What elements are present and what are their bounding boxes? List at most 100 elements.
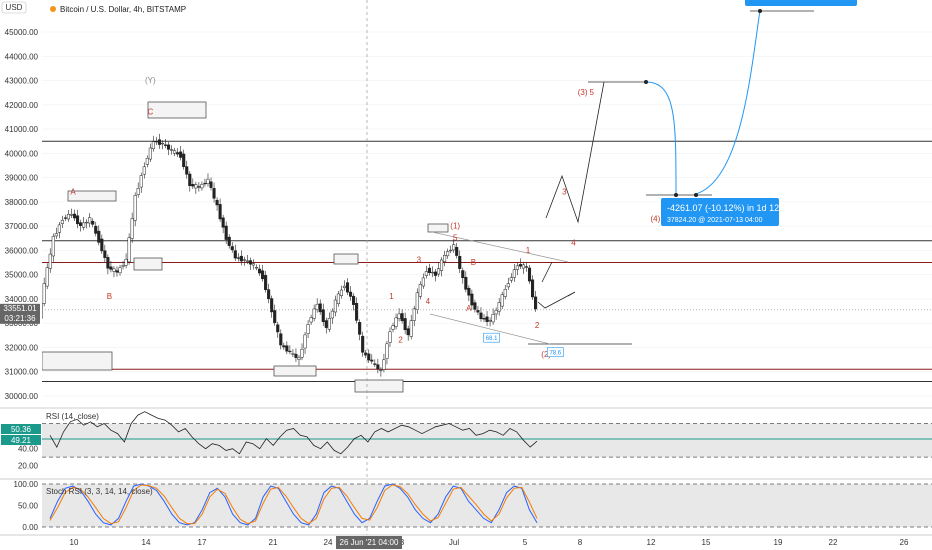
candle-body [534, 296, 538, 310]
candle-body [433, 271, 438, 276]
candle-body [154, 140, 158, 143]
candle-body [133, 195, 137, 221]
rsi-value-2: 49.21 [11, 436, 32, 445]
price-tick-label: 42000.00 [5, 101, 39, 110]
time-axis[interactable]: 10 14 17 21 24 3 Jul 5 8 12 15 19 22 26 26 Jun '21 04… [0, 534, 932, 549]
candle-body [482, 318, 486, 320]
candle-body [315, 303, 319, 310]
candle-body [185, 166, 189, 175]
stoch-d-line [49, 484, 538, 525]
date-tick-label: Jul [449, 538, 459, 547]
projection-point [644, 80, 648, 84]
candle-body [60, 219, 64, 224]
candle-body [163, 144, 168, 146]
chart-title: Bitcoin / U.S. Dollar, 4h, BITSTAMP [60, 5, 186, 14]
candle-body [339, 289, 343, 296]
candle-body [209, 181, 213, 188]
candle-body [167, 144, 171, 150]
candle-body [215, 199, 219, 206]
candle-body [506, 283, 510, 288]
candle-body [518, 264, 522, 267]
currency-badge-bg[interactable] [1, 1, 27, 14]
candle-body [297, 357, 301, 360]
candle-body [443, 255, 447, 262]
candle-body [197, 186, 201, 188]
candle-body [282, 345, 286, 348]
candle-body [276, 324, 280, 333]
date-tick-label: 26 [900, 538, 909, 547]
candle-body [349, 291, 353, 297]
projection-box-bg [661, 198, 779, 226]
candle-body [200, 184, 204, 189]
candle-body [227, 236, 231, 246]
rsi-tick-labels: 40.00 20.00 [18, 445, 39, 471]
date-tick-label: 21 [269, 538, 278, 547]
candle-body [461, 270, 465, 279]
candle-body [76, 215, 80, 225]
date-tick-label: 8 [578, 538, 583, 547]
stoch-tick-label: 0.00 [22, 523, 38, 532]
candle-body [294, 353, 298, 358]
candle-body [145, 158, 149, 165]
price-axis-background [0, 0, 42, 408]
zone-box [41, 351, 113, 371]
candle-body [176, 152, 180, 155]
channel-line [431, 231, 569, 263]
last-price-value: 33551.01 [3, 304, 37, 313]
projection-info-box[interactable]: -4261.07 (-10.12%) in 1d 12h 37824.20 @ … [661, 0, 857, 226]
candle-body [82, 222, 86, 228]
date-tick-label: 3 [400, 538, 405, 547]
candle-body [467, 287, 471, 296]
wave-label: (4) [651, 214, 661, 223]
date-tick-label: 14 [142, 538, 151, 547]
candle-body [148, 147, 152, 160]
stoch-rsi-pane[interactable]: Stoch RSI (3, 3, 14, 14, close) 100.00 50… [0, 478, 932, 532]
candle-body [103, 250, 107, 258]
rsi-value-1: 50.36 [11, 425, 32, 434]
candle-body [427, 267, 431, 273]
candle-body [212, 188, 216, 199]
price-tick-label: 44000.00 [5, 52, 39, 61]
candle-body [318, 303, 322, 313]
candle-body [364, 352, 368, 356]
candle-body [494, 310, 498, 315]
price-tick-label: 39000.00 [5, 174, 39, 183]
candle-body [312, 308, 316, 319]
rsi-value-tag-1-bg [1, 424, 41, 434]
candle-body [476, 310, 480, 313]
crosshair-date-tag: 26 Jun '21 04:00 [340, 538, 399, 547]
candle-body [388, 331, 392, 343]
fib-tag: 78.6 [549, 351, 561, 357]
wave-label: 2 [398, 336, 403, 345]
wave-label: A [466, 304, 472, 313]
candle-body [324, 320, 328, 328]
wave-label: 4 [571, 239, 576, 248]
price-tick-label: 38000.00 [5, 198, 39, 207]
price-axis[interactable]: USD 45000.00 44000.00 43000.00 42000.00 4100… [0, 0, 42, 408]
candle-body [100, 238, 104, 252]
candle-body [497, 302, 501, 312]
zone-box [354, 379, 404, 393]
candle-body [139, 175, 143, 188]
candle-body [321, 309, 325, 322]
last-price-tag-bg [0, 303, 40, 324]
price-pane[interactable]: (Y)CABC(1)53412BAC1234(2)(3)5(4) 68.178.… [16, 0, 932, 407]
candle-body [118, 267, 122, 274]
date-tick-label: 22 [829, 538, 838, 547]
candle-body [397, 313, 401, 319]
price-tick-label: 32000.00 [5, 343, 39, 352]
projection-point [674, 193, 678, 197]
candle-body [400, 313, 404, 322]
candle-body [261, 270, 265, 280]
candle-body [373, 363, 377, 365]
candle-body [85, 221, 89, 224]
candle-body [72, 213, 77, 219]
rsi-pane[interactable]: RSI (14, close) 40.00 20.00 50.36 49.21 [0, 407, 932, 471]
projection-curve [645, 9, 761, 195]
candle-body [94, 225, 98, 234]
channel-line [429, 313, 551, 345]
date-tick-label: 5 [523, 538, 528, 547]
date-tick-label: 19 [774, 538, 783, 547]
candle-body [509, 277, 513, 281]
price-tick-label: 30000.00 [5, 392, 39, 401]
